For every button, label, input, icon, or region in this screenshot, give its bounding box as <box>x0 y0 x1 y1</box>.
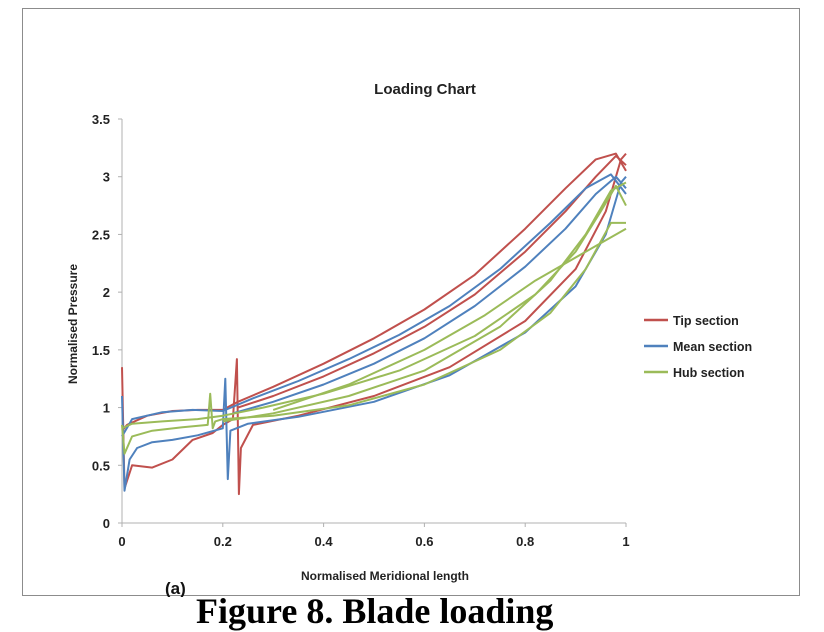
hub-section-line <box>121 221 626 455</box>
x-tick-label: 0.4 <box>315 534 334 549</box>
tip-section-line <box>121 152 627 432</box>
x-tick-label: 0.8 <box>516 534 534 549</box>
hub-section-line <box>222 181 627 423</box>
legend: Tip section Mean section Hub section <box>644 314 752 380</box>
x-tick-label: 0.2 <box>214 534 232 549</box>
chart-frame: Loading Chart 0 0.5 1 1.5 2 2.5 3 3.5 0 0.2 0.4 0.… <box>22 8 800 597</box>
y-tick-label: 0 <box>103 516 110 531</box>
plot-area <box>121 152 627 496</box>
x-tick-label: 0 <box>118 534 125 549</box>
mean-section-line <box>232 175 627 415</box>
panel-label: (a) <box>165 579 186 597</box>
mean-section-line <box>121 176 627 492</box>
y-tick-label: 1.5 <box>92 343 110 358</box>
hub-section-line <box>272 227 627 411</box>
y-tick-label: 2.5 <box>92 227 110 242</box>
x-tick-label: 0.6 <box>415 534 433 549</box>
y-axis-title: Normalised Pressure <box>66 264 80 384</box>
x-tick-label: 1 <box>622 534 629 549</box>
y-tick-label: 2 <box>103 285 110 300</box>
y-tick-label: 3.5 <box>92 112 110 127</box>
tip-section-line <box>121 152 627 496</box>
loading-chart: Loading Chart 0 0.5 1 1.5 2 2.5 3 3.5 0 0.2 0.4 0.… <box>66 81 752 597</box>
tip-section-line <box>237 154 627 409</box>
y-tick-labels: 0 0.5 1 1.5 2 2.5 3 3.5 <box>92 112 122 531</box>
legend-label-tip-section: Tip section <box>673 314 739 328</box>
legend-label-hub-section: Hub section <box>673 366 745 380</box>
x-axis-title: Normalised Meridional length <box>301 569 469 583</box>
chart-title: Loading Chart <box>374 81 476 98</box>
y-tick-label: 1 <box>103 401 110 416</box>
mean-section-line <box>121 173 627 437</box>
hub-section-line <box>121 184 627 430</box>
y-tick-label: 3 <box>103 170 110 185</box>
x-tick-labels: 0 0.2 0.4 0.6 0.8 1 <box>118 523 630 549</box>
figure-caption: Figure 8. Blade loading <box>196 591 554 631</box>
y-tick-label: 0.5 <box>92 458 110 473</box>
legend-label-mean-section: Mean section <box>673 340 752 354</box>
